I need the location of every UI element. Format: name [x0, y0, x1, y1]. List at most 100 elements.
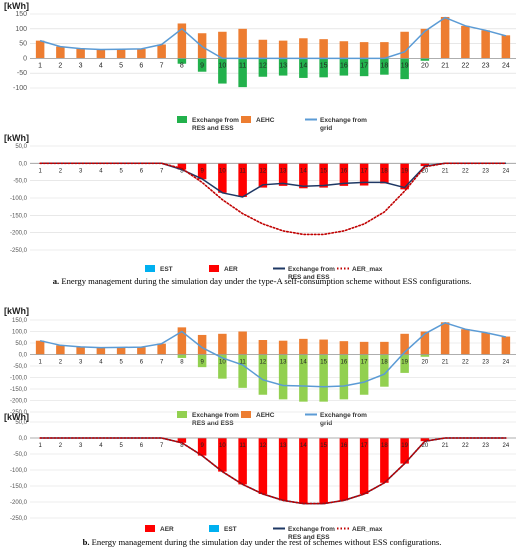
x-tick-label: 21 — [441, 62, 449, 69]
y-tick-label: 100,0 — [12, 330, 28, 336]
x-tick-label: 12 — [260, 443, 267, 449]
x-tick-label: 4 — [99, 62, 103, 69]
bar — [420, 438, 430, 442]
x-tick-label: 10 — [219, 168, 226, 174]
bar — [218, 438, 227, 472]
series-line — [39, 321, 507, 388]
legend-label: AEHC — [256, 117, 275, 124]
x-tick-label: 20 — [422, 168, 429, 174]
bar — [380, 163, 389, 184]
bar — [359, 42, 369, 59]
y-tick-label: 50,0 — [15, 420, 27, 426]
y-tick-label: -250,0 — [10, 516, 28, 522]
bar — [461, 25, 470, 59]
y-tick-label: -150,0 — [10, 387, 28, 393]
y-tick-label: 150 — [15, 11, 27, 18]
x-tick-label: 18 — [381, 360, 388, 366]
bar — [400, 333, 409, 355]
x-tick-label: 19 — [401, 62, 409, 69]
x-tick-label: 17 — [361, 168, 368, 174]
bar — [258, 340, 268, 355]
x-tick-label: 13 — [280, 443, 287, 449]
bar — [278, 340, 288, 355]
y-tick-label: -250,0 — [10, 410, 28, 416]
bar — [299, 38, 308, 59]
x-tick-label: 13 — [280, 360, 287, 366]
bar — [76, 48, 85, 59]
y-axis-label: [kWh] — [4, 133, 29, 143]
bar — [218, 333, 227, 355]
x-tick-label: 18 — [381, 168, 388, 174]
bar — [339, 354, 349, 400]
legend-label: AER — [160, 526, 174, 533]
bar — [380, 354, 389, 387]
bar — [238, 58, 247, 88]
bar — [339, 163, 349, 186]
x-tick-label: 11 — [240, 360, 247, 366]
bar — [299, 58, 308, 78]
bar — [380, 341, 389, 355]
bar — [359, 163, 369, 186]
bar — [420, 354, 430, 357]
x-tick-label: 5 — [119, 62, 123, 69]
y-tick-label: 50,0 — [15, 341, 27, 347]
x-tick-label: 8 — [180, 443, 184, 449]
bar — [339, 58, 349, 76]
bar — [440, 322, 450, 355]
x-tick-label: 9 — [200, 360, 204, 366]
bar — [258, 39, 268, 59]
y-tick-label: -200,0 — [10, 231, 28, 237]
y-tick-label: -200,0 — [10, 500, 28, 506]
x-tick-label: 8 — [180, 360, 184, 366]
y-tick-label: -50,0 — [13, 452, 27, 458]
x-tick-label: 12 — [260, 168, 267, 174]
x-tick-label: 9 — [200, 443, 204, 449]
bar — [359, 341, 369, 355]
bar — [278, 40, 288, 59]
bar — [339, 438, 349, 501]
x-tick-label: 12 — [260, 360, 267, 366]
caption-a-text: Energy management during the simulation … — [61, 276, 472, 286]
x-tick-label: 9 — [200, 62, 204, 69]
bar — [299, 354, 308, 402]
y-tick-label: -50 — [17, 70, 27, 77]
x-tick-label: 15 — [320, 168, 327, 174]
bar — [137, 48, 146, 59]
x-tick-label: 1 — [38, 62, 42, 69]
x-tick-label: 19 — [401, 443, 408, 449]
legend-label: RES and ESS — [192, 420, 234, 427]
legend-swatch — [177, 116, 187, 123]
bar — [197, 58, 207, 72]
bar — [238, 163, 247, 197]
bar — [420, 163, 430, 167]
legend-swatch — [209, 525, 219, 532]
caption-b-letter: b. — [82, 537, 90, 547]
legend-swatch — [145, 265, 155, 272]
y-tick-label: -50,0 — [13, 179, 27, 185]
legend-label: EST — [224, 526, 237, 533]
bar — [299, 438, 308, 504]
y-tick-label: -200,0 — [10, 399, 28, 405]
x-tick-label: 21 — [442, 360, 449, 366]
bar — [299, 338, 308, 355]
x-tick-label: 4 — [99, 168, 103, 174]
chart-a-bottom-svg: [kWh] -250,0 -200,0 -150,0 -100,0 -50,0 0,0 50,… — [4, 133, 516, 281]
y-tick-label: 0,0 — [19, 353, 28, 359]
dotted-series-line — [39, 162, 507, 236]
x-tick-label: 10 — [219, 443, 226, 449]
bar — [258, 163, 268, 188]
bar — [177, 58, 187, 64]
x-tick-label: 15 — [320, 62, 328, 69]
x-tick-label: 1 — [38, 168, 42, 174]
y-tick-label: 50 — [19, 41, 27, 48]
x-tick-label: 11 — [240, 168, 247, 174]
x-tick-label: 17 — [361, 360, 368, 366]
y-axis-label: [kWh] — [4, 1, 29, 11]
bar — [238, 438, 247, 485]
x-tick-label: 20 — [421, 62, 429, 69]
bar — [420, 331, 430, 355]
x-tick-label: 1 — [38, 443, 42, 449]
bar — [319, 163, 328, 188]
bar — [319, 339, 328, 355]
